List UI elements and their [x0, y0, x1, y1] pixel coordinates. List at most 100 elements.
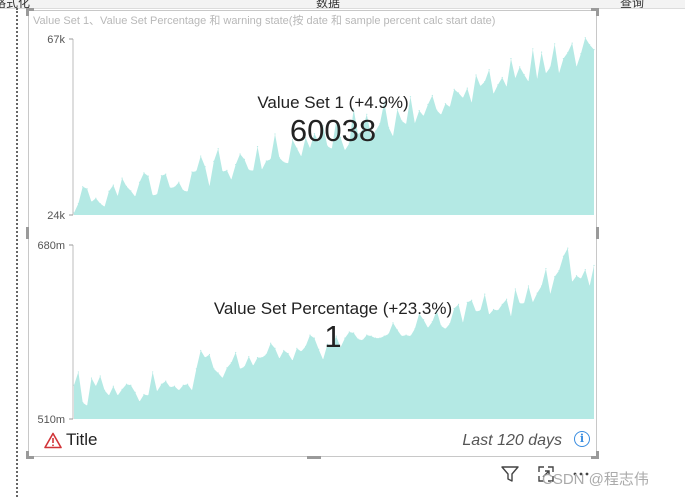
data-point — [86, 188, 88, 190]
data-point — [103, 389, 106, 391]
data-point — [270, 158, 272, 160]
data-point — [77, 371, 79, 373]
data-point — [265, 353, 267, 356]
data-point — [506, 298, 508, 300]
data-point — [143, 172, 145, 174]
data-point — [125, 383, 128, 385]
data-point — [147, 394, 149, 397]
data-point — [370, 135, 372, 138]
data-point — [339, 137, 342, 139]
data-point — [422, 319, 425, 321]
data-point — [73, 212, 75, 214]
data-point — [230, 362, 232, 364]
data-point — [291, 360, 294, 362]
info-icon[interactable]: i — [574, 431, 590, 447]
data-point — [501, 303, 503, 305]
data-point — [191, 171, 193, 173]
data-point — [392, 322, 394, 324]
data-point — [409, 96, 412, 98]
data-point — [497, 309, 499, 312]
resize-handle-bottom-left-v[interactable] — [26, 451, 29, 459]
panel-2-value: 1 — [324, 319, 342, 354]
data-point — [160, 175, 162, 177]
tab-format[interactable]: 格式化 — [0, 0, 31, 9]
resize-handle-bottom-right[interactable] — [591, 456, 599, 459]
data-point — [274, 347, 276, 349]
data-point — [187, 383, 189, 385]
data-point — [138, 181, 141, 183]
data-point — [331, 345, 333, 347]
more-options-icon[interactable] — [572, 464, 590, 484]
resize-handle-top-left[interactable] — [26, 8, 34, 11]
warning-triangle-icon — [44, 432, 62, 448]
data-point — [405, 334, 407, 336]
data-point — [313, 337, 315, 339]
data-point — [173, 186, 176, 188]
data-point — [523, 302, 525, 304]
data-point — [388, 333, 390, 335]
data-point — [318, 348, 320, 350]
data-point — [300, 350, 302, 353]
tab-data[interactable]: 数据 — [316, 0, 341, 9]
data-point — [545, 72, 547, 74]
data-point — [440, 325, 442, 327]
resize-handle-top-right-v[interactable] — [596, 8, 599, 16]
data-point — [178, 181, 180, 183]
area-series — [74, 248, 594, 419]
data-point — [252, 365, 254, 367]
data-point — [401, 335, 403, 337]
data-point — [112, 385, 114, 387]
data-point — [492, 308, 495, 311]
data-point — [554, 276, 556, 278]
resize-handle-bottom[interactable] — [307, 456, 321, 459]
data-point — [383, 101, 385, 103]
data-point — [130, 190, 132, 192]
data-point — [431, 94, 433, 97]
data-point — [414, 122, 416, 124]
data-point — [466, 87, 468, 89]
filter-icon[interactable] — [500, 464, 520, 484]
warning-state: Title — [44, 430, 98, 450]
resize-handle-top-right[interactable] — [591, 8, 599, 11]
data-point — [392, 135, 394, 138]
data-point — [187, 191, 189, 193]
data-point — [418, 110, 420, 112]
data-point — [305, 345, 307, 347]
data-point — [492, 93, 495, 95]
data-point — [235, 351, 237, 354]
data-point — [519, 302, 521, 304]
resize-handle-bottom-right-v[interactable] — [596, 451, 599, 459]
data-point — [593, 49, 595, 51]
y-tick-label-min: 510m — [37, 414, 65, 426]
data-point — [501, 76, 503, 79]
data-point — [571, 42, 573, 44]
resize-handle-left[interactable] — [26, 227, 29, 239]
multi-kpi-visual[interactable]: Value Set 1、Value Set Percentage 和 warni… — [26, 8, 599, 459]
data-point — [248, 355, 250, 358]
data-point — [357, 133, 359, 135]
resize-handle-right[interactable] — [596, 227, 599, 239]
visual-header-tools — [500, 462, 590, 486]
data-point — [108, 394, 110, 397]
data-point — [379, 123, 381, 125]
data-point — [523, 74, 525, 76]
resize-handle-bottom-left[interactable] — [26, 456, 34, 459]
resize-handle-top-left-v[interactable] — [26, 8, 29, 16]
data-point — [466, 301, 468, 303]
data-point — [593, 264, 595, 267]
data-point — [514, 288, 516, 290]
focus-mode-icon[interactable] — [536, 464, 556, 484]
data-point — [444, 328, 447, 330]
data-point — [200, 349, 202, 352]
data-point — [353, 108, 355, 110]
data-point — [108, 190, 110, 192]
data-point — [353, 332, 355, 334]
data-point — [226, 367, 228, 369]
data-point — [326, 343, 329, 345]
data-point — [287, 352, 289, 355]
tab-query[interactable]: 查询 — [620, 0, 645, 9]
y-tick-label-min: 24k — [47, 210, 65, 222]
data-point — [117, 394, 119, 397]
data-point — [440, 114, 442, 116]
data-point — [134, 391, 136, 393]
